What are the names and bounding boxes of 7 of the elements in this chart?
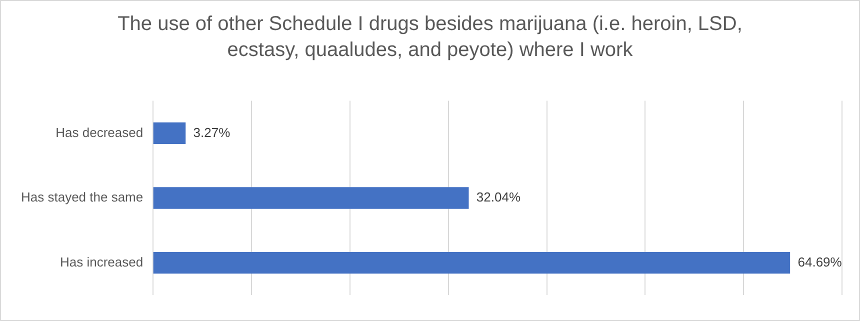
chart-title: The use of other Schedule I drugs besides marijuana (i.e. heroin, LSD, ecstasy, quaaludes, and peyote) where I work bbox=[116, 12, 744, 63]
y-tick-label: Has increased bbox=[60, 254, 144, 270]
y-tick-label: Has decreased bbox=[56, 124, 144, 140]
y-tick-label: Has stayed the same bbox=[20, 190, 144, 205]
data-label: 32.04% bbox=[476, 190, 521, 205]
data-label: 3.27% bbox=[193, 124, 231, 140]
data-label: 64.69% bbox=[798, 254, 842, 270]
